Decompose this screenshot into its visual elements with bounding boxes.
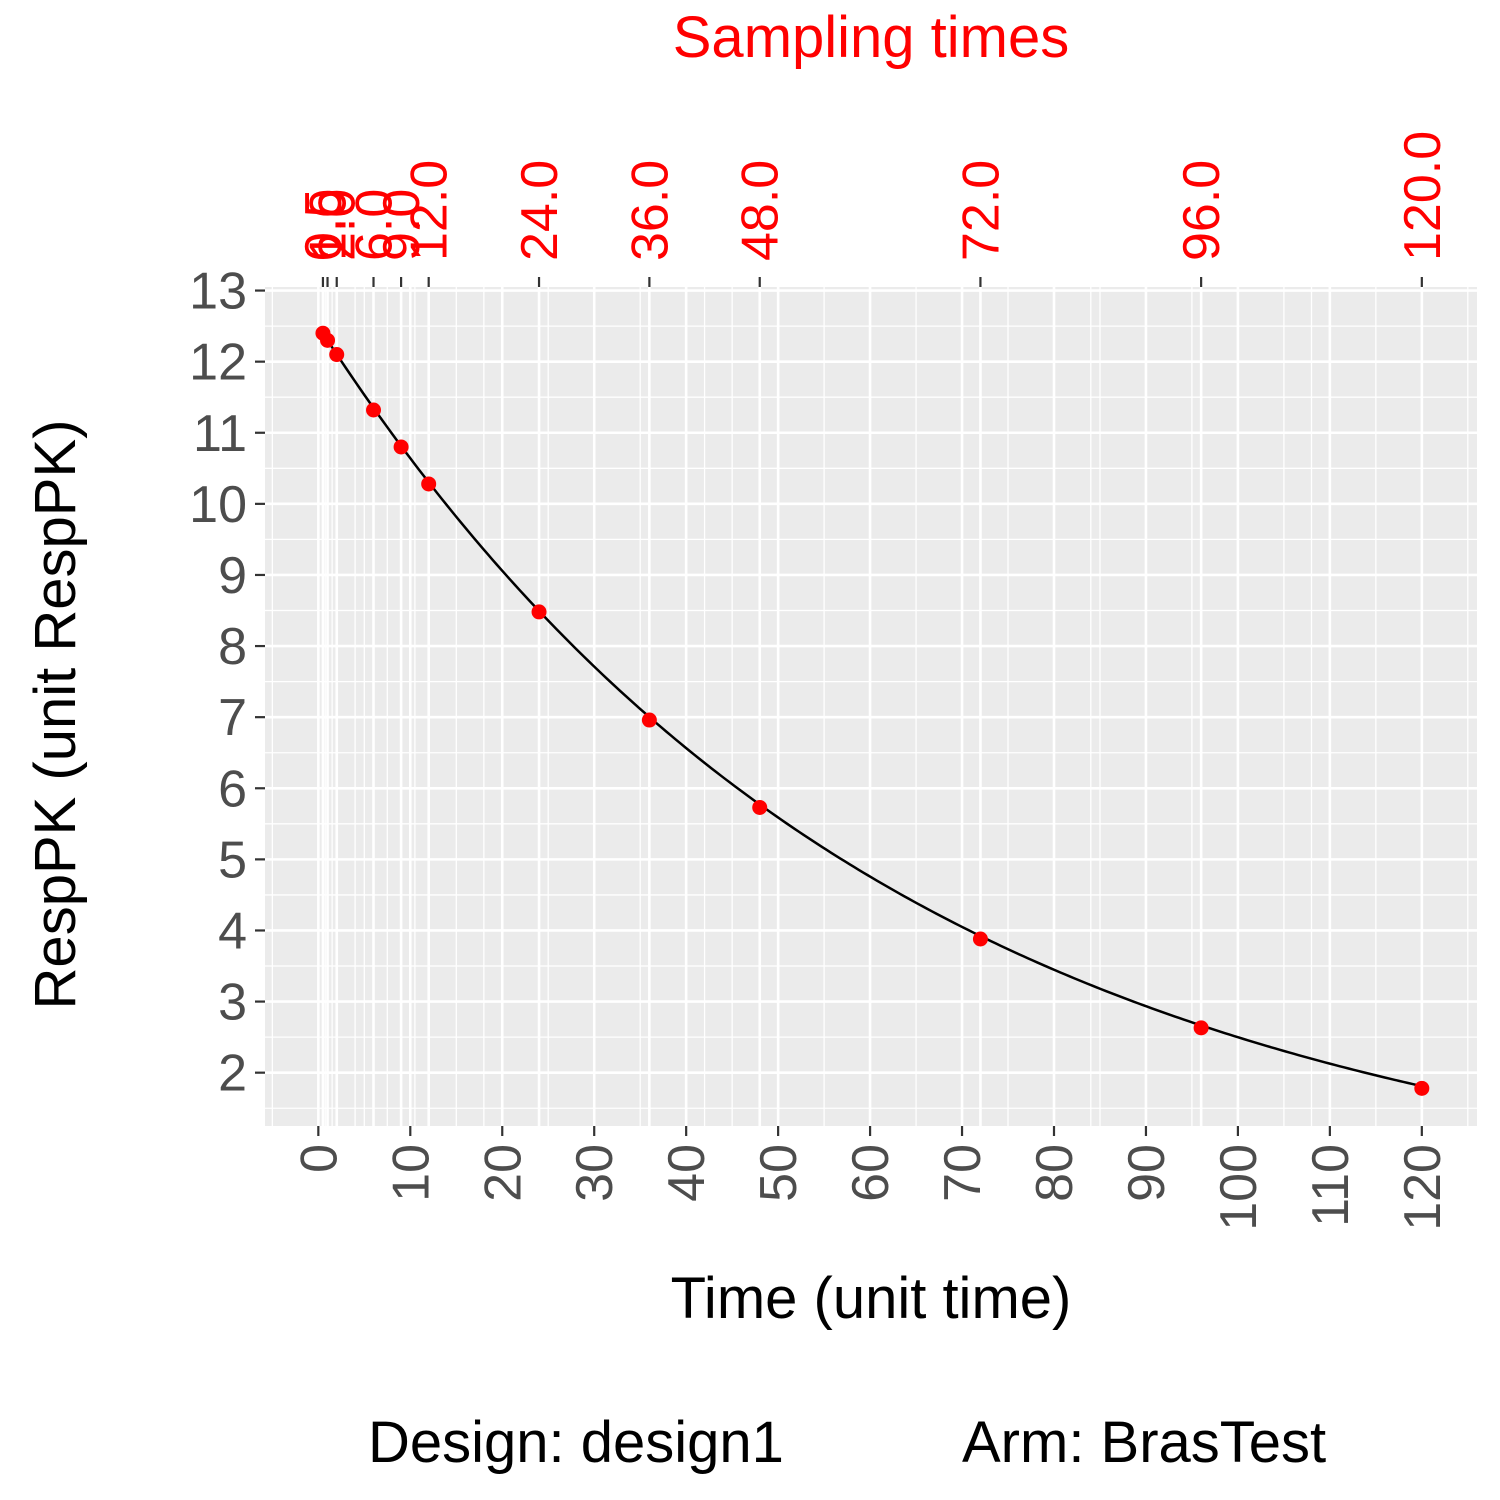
x-tick-label: 30 (566, 1144, 624, 1202)
sampling-point (393, 439, 409, 455)
sampling-point (329, 347, 345, 363)
x-tick-label: 110 (1302, 1144, 1360, 1227)
sampling-points (315, 325, 1430, 1096)
sampling-point (1193, 1020, 1209, 1036)
top-tick-label: 36.0 (621, 160, 679, 261)
x-tick-label: 70 (934, 1144, 992, 1202)
y-tick-label: 4 (218, 902, 247, 960)
x-tick-label: 0 (290, 1144, 348, 1173)
top-tick-label: 2.0 (309, 189, 367, 261)
y-tick-label: 2 (218, 1045, 247, 1103)
y-axis-title: RespPK (unit RespPK) (23, 420, 88, 1010)
x-tick-label: 50 (750, 1144, 808, 1202)
x-tick-label: 90 (1118, 1144, 1176, 1202)
top-tick-label: 12.0 (401, 160, 459, 261)
top-tick-label: 24.0 (511, 160, 569, 261)
sampling-point (531, 604, 547, 620)
x-tick-label: 120 (1394, 1144, 1452, 1231)
top-tick-label: 48.0 (732, 160, 790, 261)
top-tick-label: 96.0 (1173, 160, 1231, 261)
major-gridlines (265, 287, 1477, 1126)
top-axis-title: Sampling times (673, 5, 1069, 70)
sampling-point (972, 931, 988, 947)
sampling-point (320, 332, 336, 348)
top-tick-label: 9.0 (373, 189, 431, 261)
top-tick-label: 72.0 (952, 160, 1010, 261)
sampling-point (366, 402, 382, 418)
y-tick-label: 13 (189, 263, 247, 321)
model-curve (321, 332, 1423, 1088)
y-tick-label: 12 (189, 334, 247, 392)
top-tick-label: 6.0 (346, 189, 404, 261)
top-tick-label: 1.0 (300, 189, 358, 261)
design-caption: Design: design1 (368, 1410, 784, 1475)
y-tick-label: 8 (218, 618, 247, 676)
y-tick-label: 11 (193, 405, 247, 463)
minor-gridlines (265, 287, 1477, 1126)
y-tick-label: 5 (218, 831, 247, 889)
y-tick-label: 10 (189, 476, 247, 534)
y-tick-label: 3 (218, 974, 247, 1032)
top-sampling-axis: 0.51.02.06.09.012.0 24.0 36.0 48.0 72.0 96.0 1… (295, 131, 1452, 287)
arm-caption: Arm: BrasTest (962, 1410, 1326, 1475)
x-tick-label: 10 (382, 1144, 440, 1202)
sampling-point (752, 799, 768, 815)
y-tick-label: 9 (218, 547, 247, 605)
x-tick-label: 80 (1026, 1144, 1084, 1202)
x-tick-label: 20 (474, 1144, 532, 1202)
top-tick-label: 0.5 (295, 189, 353, 261)
x-axis: 0 10 20 30 40 50 60 70 80 90 100 110 120 (290, 1126, 1452, 1231)
x-tick-label: 100 (1210, 1144, 1268, 1231)
sampling-point (641, 712, 657, 728)
sampling-point (421, 476, 437, 492)
y-axis: 2 3 4 5 6 7 8 9 10 11 12 13 (189, 263, 265, 1103)
x-tick-label: 40 (658, 1144, 716, 1202)
y-tick-label: 6 (218, 760, 247, 818)
x-axis-title: Time (unit time) (671, 1266, 1072, 1331)
top-tick-label: 120.0 (1394, 131, 1452, 261)
sampling-point (1414, 1080, 1430, 1096)
y-tick-label: 7 (218, 689, 247, 747)
x-tick-label: 60 (842, 1144, 900, 1202)
